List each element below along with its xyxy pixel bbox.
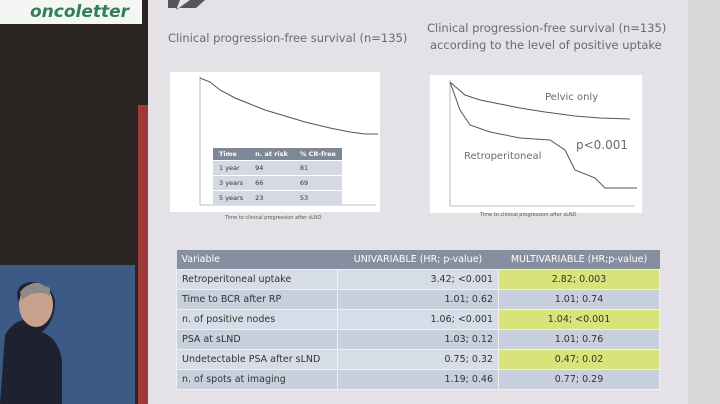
plot-title: Clinical progression-free survival (n=13… <box>427 21 667 35</box>
cell: 1.19; 0.46 <box>337 369 499 390</box>
p-value: p<0.001 <box>576 138 629 152</box>
cell: 1.04; <0.001 <box>498 309 660 330</box>
cell: 1.01; 0.76 <box>498 329 660 350</box>
row: 3 years 66 69 <box>213 175 342 191</box>
cell: Undetectable PSA after sLND <box>176 349 338 370</box>
plot-title: Clinical progression-free survival (n=13… <box>168 31 408 45</box>
row: n. of spots at imaging 1.19; 0.46 0.77; 0.… <box>176 369 660 390</box>
cell: PSA at sLND <box>176 329 338 350</box>
cell: 1.03; 0.12 <box>337 329 499 350</box>
speaker-hair <box>20 283 50 300</box>
cell: 2.82; 0.003 <box>498 269 660 290</box>
cell: 94 <box>249 160 294 176</box>
cell: n. of spots at imaging <box>176 369 338 390</box>
row: 1 year 94 81 <box>213 160 342 176</box>
row: 5 years 23 53 <box>213 190 342 205</box>
survival-curve <box>449 81 637 189</box>
cell: Time to BCR after RP <box>176 289 338 310</box>
x-axis-label: Time to clinical progression after sLND <box>480 212 577 218</box>
cell: 66 <box>249 175 294 191</box>
slide-edge <box>138 105 148 404</box>
header-row: Variable UNIVARIABLE (HR; p-value) MULTIVA… <box>176 250 660 270</box>
row: Retroperitoneal uptake 3.42; <0.001 2.82; … <box>176 269 660 290</box>
x-axis-label: Time to clinical progression after sLND <box>225 215 322 221</box>
header-cell: MULTIVARIABLE (HR;p-value) <box>498 250 660 270</box>
plot-subtitle: according to the level of positive uptak… <box>430 38 662 52</box>
row: Time to BCR after RP 1.01; 0.62 1.01; 0.74 <box>176 289 660 310</box>
header-cell: Time <box>213 148 250 161</box>
survival-curve <box>199 77 378 135</box>
km-table: Time n. at risk% CR-free 1 year 94 81 3 years… <box>213 148 342 205</box>
cell: 81 <box>293 160 342 176</box>
cell: 0.77; 0.29 <box>498 369 660 390</box>
cell: 1 year <box>213 160 250 176</box>
header-row: Time n. at risk% CR-free <box>213 148 342 161</box>
logo: oncoletter <box>0 0 142 24</box>
wall <box>688 0 720 404</box>
logo-text: oncoletter <box>30 2 130 22</box>
header-cell: % CR-free <box>293 148 342 161</box>
cell: 1.06; <0.001 <box>337 309 499 330</box>
cell: Retroperitoneal uptake <box>176 269 338 290</box>
row: Undetectable PSA after sLND 0.75; 0.32 0.4… <box>176 349 660 370</box>
curve-label: Pelvic only <box>545 92 599 103</box>
slide-logo-fragment <box>168 0 205 10</box>
results-table: Variable UNIVARIABLE (HR; p-value) MULTIVA… <box>176 250 660 390</box>
cell: n. of positive nodes <box>176 309 338 330</box>
cell: 5 years <box>213 190 250 205</box>
survival-curve <box>449 81 631 120</box>
header-cell: n. at risk <box>249 148 294 161</box>
cell: 0.47; 0.02 <box>498 349 660 370</box>
cell: 1.01; 0.74 <box>498 289 660 310</box>
cell: 53 <box>293 190 342 205</box>
cell: 1.01; 0.62 <box>337 289 499 310</box>
cell: 0.75; 0.32 <box>337 349 499 370</box>
cell: 3.42; <0.001 <box>337 269 499 290</box>
row: n. of positive nodes 1.06; <0.001 1.04; <0… <box>176 309 660 330</box>
curve-label: Retroperitoneal <box>464 151 542 162</box>
plot-frame <box>430 75 642 213</box>
header-cell: Variable <box>176 250 338 270</box>
cell: 3 years <box>213 175 250 191</box>
cell: 69 <box>293 175 342 191</box>
header-cell: UNIVARIABLE (HR; p-value) <box>337 250 499 270</box>
row: PSA at sLND 1.03; 0.12 1.01; 0.76 <box>176 329 660 350</box>
cell: 23 <box>249 190 294 205</box>
